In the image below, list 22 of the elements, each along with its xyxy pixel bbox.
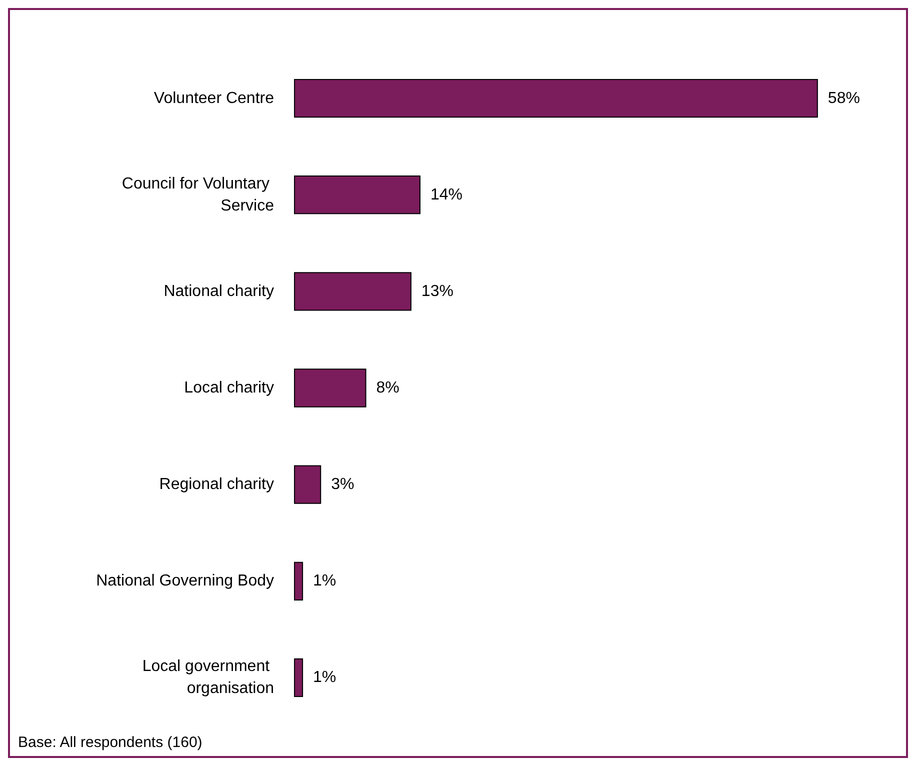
y-tick-label: National Governing Body (96, 572, 274, 590)
data-label: 1% (313, 669, 336, 686)
y-tick-label: Regional charity (159, 476, 274, 494)
y-tick-label: Local charity (184, 380, 274, 396)
bar (294, 368, 366, 408)
y-tick-label: Volunteer Centre (154, 90, 274, 107)
data-label: 3% (331, 476, 354, 494)
y-tick-label: Council for Voluntary Service (122, 175, 274, 214)
data-label: 58% (828, 90, 860, 107)
bar (294, 176, 420, 214)
bar (294, 562, 304, 600)
data-label: 1% (313, 572, 336, 590)
text: Base: All respondents (160) (18, 734, 202, 751)
bar (294, 658, 304, 698)
bar (294, 272, 412, 311)
bar (294, 78, 818, 118)
y-tick-label: Local government organisation (142, 658, 274, 698)
data-label: 8% (376, 380, 400, 396)
data-label: 14% (430, 186, 462, 204)
data-label: 13% (421, 282, 454, 300)
bar (294, 465, 322, 504)
y-tick-label: National charity (164, 282, 274, 300)
